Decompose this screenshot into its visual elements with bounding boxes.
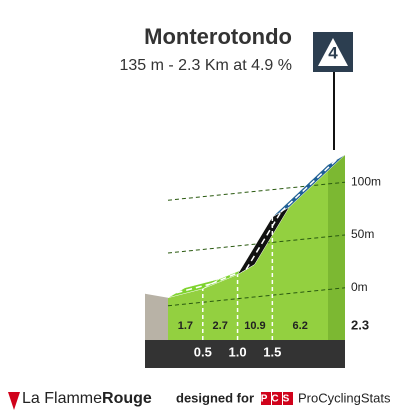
grid-line bbox=[167, 287, 346, 307]
pcs-box bbox=[261, 392, 271, 405]
profile: 0m 50m 100m 1.7 2.7 10.9 6.2 0.5 1.0 1.5 2.3 bbox=[145, 154, 381, 368]
segment-centerline bbox=[245, 211, 282, 270]
designed-for: designed for bbox=[176, 390, 254, 405]
x-tick-label: 2.3 bbox=[351, 317, 369, 332]
y-tick-label: 50m bbox=[351, 227, 374, 241]
pcs-logo: PCS bbox=[261, 394, 294, 405]
gradient-label: 6.2 bbox=[293, 320, 308, 332]
x-tick-label: 1.0 bbox=[229, 344, 247, 359]
sign-mountain bbox=[318, 38, 348, 66]
pcs-box bbox=[272, 392, 282, 405]
gradient-label: 2.7 bbox=[213, 320, 228, 332]
right-face bbox=[328, 154, 345, 340]
gradient-label: 1.7 bbox=[178, 320, 193, 332]
y-tick-label: 0m bbox=[351, 280, 368, 294]
grid-line bbox=[167, 181, 346, 201]
flame-icon bbox=[8, 392, 20, 410]
category-label: 4 bbox=[328, 43, 338, 62]
x-tick-label: 0.5 bbox=[194, 344, 212, 359]
segment-centerline bbox=[280, 159, 338, 213]
base-band bbox=[145, 340, 345, 368]
site-name: ProCyclingStats bbox=[298, 390, 391, 405]
x-tick-label: 1.5 bbox=[263, 344, 281, 359]
brand: La FlammeRouge bbox=[22, 390, 152, 407]
segment-centerline bbox=[176, 283, 212, 294]
chart-title: Monterotondo bbox=[144, 24, 292, 49]
grid-line bbox=[167, 234, 346, 254]
left-wall bbox=[145, 293, 168, 340]
brand-b: Rouge bbox=[102, 390, 152, 407]
pcs-box bbox=[283, 392, 293, 405]
y-tick-label: 100m bbox=[351, 174, 381, 188]
chart-subtitle: 135 m - 2.3 Km at 4.9 % bbox=[119, 57, 292, 74]
gradient-label: 10.9 bbox=[244, 320, 265, 332]
brand-a: La Flamme bbox=[22, 390, 102, 407]
